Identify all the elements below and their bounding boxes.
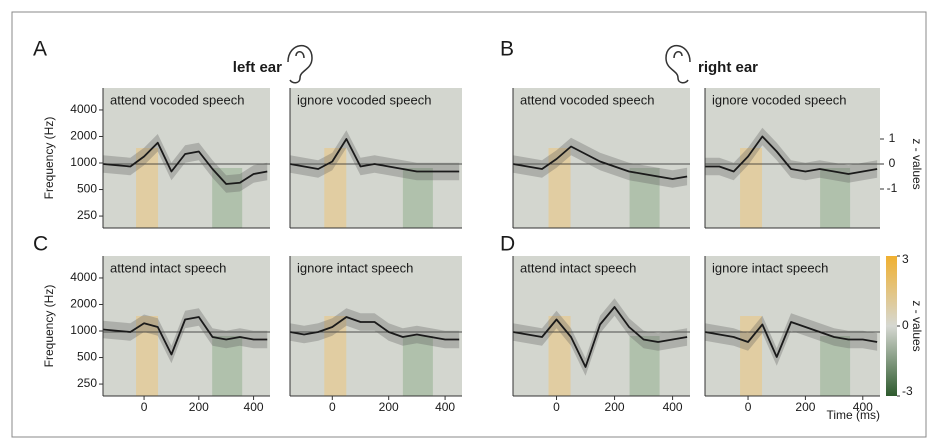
ear-icon [287,45,313,84]
frame [11,11,927,438]
spectrogram [705,88,880,228]
heat-blob [548,316,571,396]
heat-blob [136,148,159,228]
ear-icon [665,45,691,84]
line [102,316,268,356]
heat-blob [629,168,660,228]
heat-blob [402,336,433,396]
panel-letter: B [500,38,514,61]
panel-letter: C [33,233,48,256]
x-axis-label: Time (ms) [826,408,880,422]
y-tick-label: 4000 [70,270,97,284]
line [289,316,460,341]
y-tick-label: 2000 [70,129,97,143]
spectrogram [513,88,690,228]
panel-title: ignore vocoded speech [712,92,846,107]
heat-blob [820,336,851,396]
x-tick-label: 0 [141,400,148,414]
heat-blob [740,316,763,396]
panel-title: ignore intact speech [712,260,828,275]
error-band [103,308,268,364]
y-tick-label: 500 [77,182,97,196]
x-tick-label: 200 [605,400,625,414]
y-axis-label: Frequency (Hz) [42,285,56,368]
y-tick-label: 2000 [70,297,97,311]
spectrogram [103,88,270,228]
heat-blob [740,148,763,228]
panel-title: attend vocoded speech [520,92,654,107]
y-axis-label: Frequency (Hz) [42,117,56,200]
y-tick-label: 250 [77,208,97,222]
line [102,141,268,185]
error-band [513,137,688,188]
panel-title: ignore vocoded speech [297,92,431,107]
heat-blob [136,316,159,396]
colorbar-label: z - values [910,300,924,351]
heat-blob [324,148,347,228]
x-tick-label: 400 [244,400,264,414]
line [512,145,688,180]
error-band [705,127,878,183]
line [512,306,688,368]
colorbar-tick-label: 3 [902,252,909,266]
line [705,135,878,175]
x-tick-label: 0 [329,400,336,414]
x-tick-label: 0 [745,400,752,414]
panel-letter: A [33,38,47,61]
x-tick-label: 0 [553,400,560,414]
panel-letter: D [500,233,515,256]
spectrogram [705,256,880,396]
error-band [513,298,688,376]
panel-title: attend intact speech [110,260,226,275]
error-band [290,130,460,181]
line [289,138,460,173]
ear-label: right ear [698,59,758,76]
heat-blob [402,168,433,228]
heat-blob [629,336,660,396]
heat-blob [324,316,347,396]
z-tick-label: 1 [889,131,896,145]
x-tick-label: 200 [379,400,399,414]
heat-blob [820,168,851,228]
z-tick-label: -1 [887,181,898,195]
heat-blob [212,336,243,396]
y-tick-label: 500 [77,350,97,364]
colorbar-tick-label: 0 [902,318,909,332]
panel-title: attend vocoded speech [110,92,244,107]
z-axis-label: z - values [910,138,924,189]
spectrogram [103,256,270,396]
panel-title: attend intact speech [520,260,636,275]
ear-label: left ear [233,59,282,76]
spectrogram [290,256,462,396]
y-tick-label: 1000 [70,323,97,337]
error-band [103,134,268,193]
x-tick-label: 400 [435,400,455,414]
colorbar [886,256,897,396]
x-tick-label: 400 [853,400,873,414]
y-tick-label: 250 [77,376,97,390]
y-tick-label: 4000 [70,102,97,116]
heat-blob [548,148,571,228]
error-band [290,308,460,349]
spectrogram [513,256,690,396]
z-tick-label: 0 [889,156,896,170]
colorbar-tick-label: -3 [902,384,913,398]
x-tick-label: 400 [663,400,683,414]
x-tick-label: 200 [795,400,815,414]
line [704,321,878,358]
heat-blob [212,168,243,228]
x-tick-label: 200 [189,400,209,414]
spectrogram [290,88,462,228]
panel-title: ignore intact speech [297,260,413,275]
y-tick-label: 1000 [70,155,97,169]
